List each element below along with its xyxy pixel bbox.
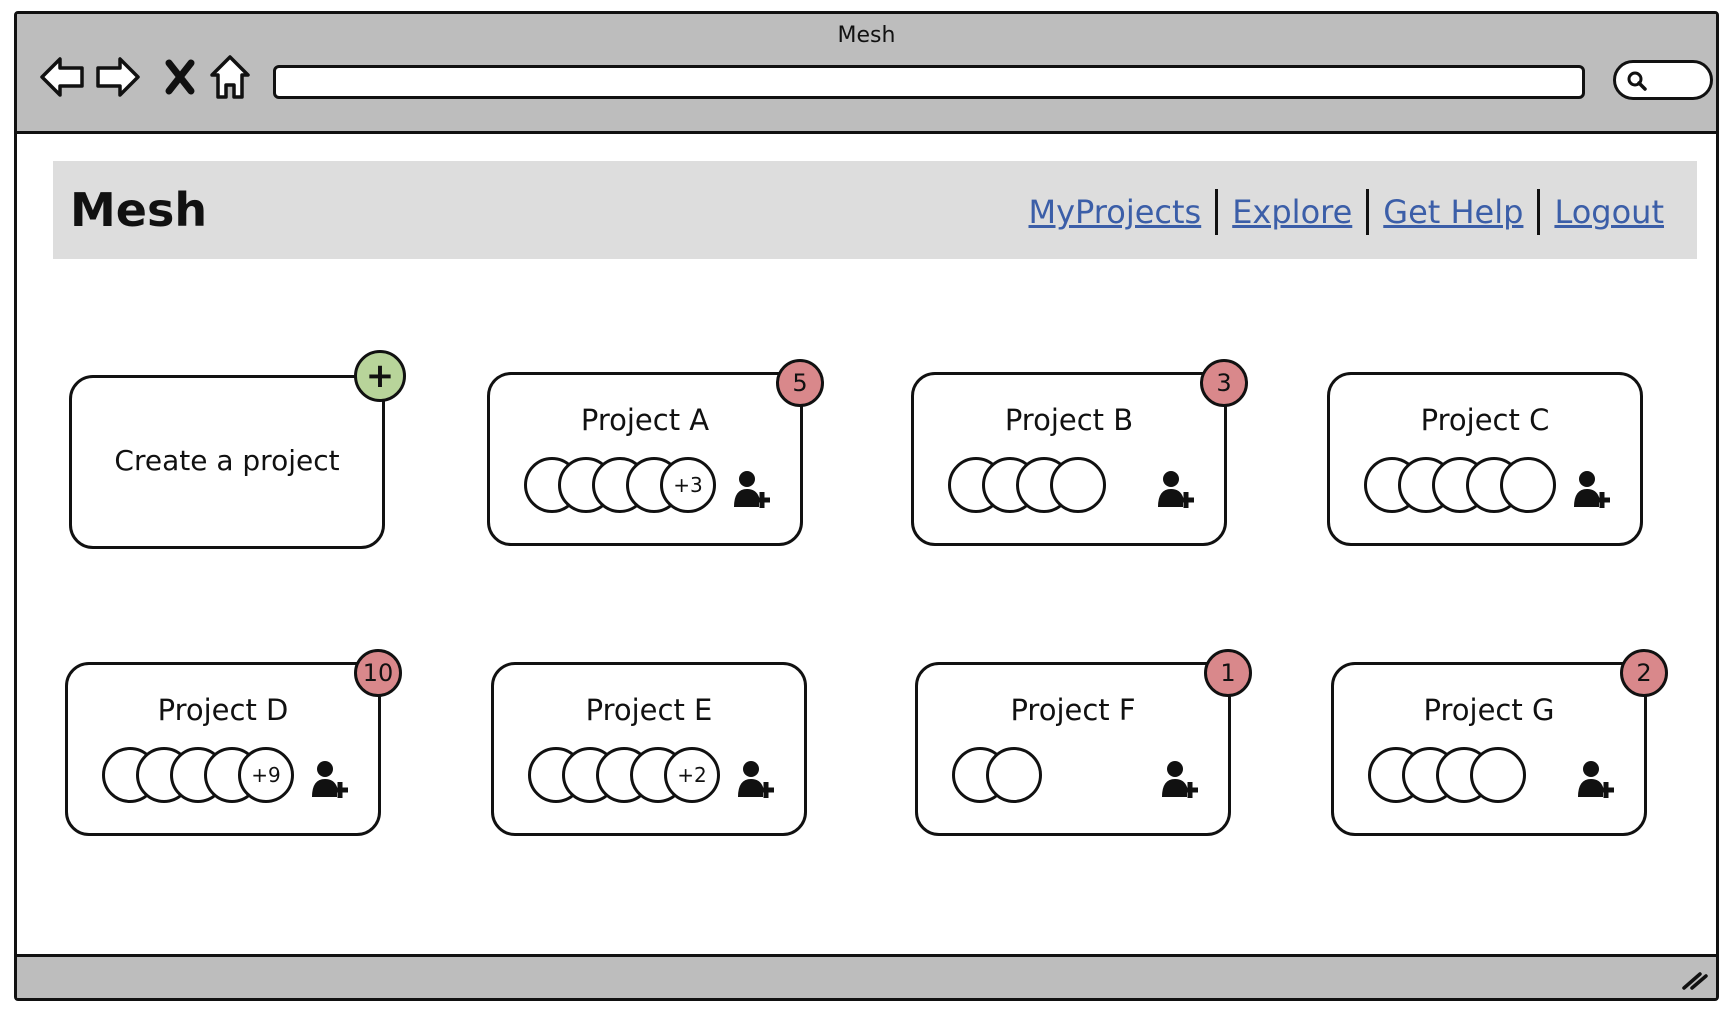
window-title: Mesh	[837, 23, 896, 48]
brand-title: Mesh	[70, 183, 208, 237]
member-avatars: +9	[102, 747, 302, 807]
app-header: Mesh MyProjects Explore Get Help Logout	[53, 161, 1697, 259]
project-title: Project B	[1004, 403, 1134, 437]
nav-link-explore[interactable]: Explore	[1232, 193, 1353, 231]
project-card[interactable]: Project E +2	[491, 662, 807, 836]
avatar	[986, 747, 1042, 803]
stop-icon[interactable]	[153, 50, 207, 104]
nav-separator	[1215, 189, 1219, 235]
add-user-icon[interactable]	[1576, 759, 1620, 799]
plus-icon[interactable]: +	[354, 350, 406, 402]
notification-badge: 1	[1204, 649, 1252, 697]
add-user-icon[interactable]	[736, 759, 780, 799]
project-title: Project E	[585, 693, 713, 727]
notification-badge: 3	[1200, 359, 1248, 407]
project-card[interactable]: Project F 1	[915, 649, 1252, 836]
project-title: Project D	[157, 693, 289, 727]
address-bar[interactable]	[273, 65, 1585, 99]
home-icon[interactable]	[203, 50, 257, 104]
project-title: Project A	[580, 403, 710, 437]
project-card[interactable]: Project A +3 5	[487, 359, 824, 546]
project-card[interactable]: Project G 2	[1331, 649, 1668, 836]
member-avatars	[1368, 747, 1568, 807]
avatar	[1050, 457, 1106, 513]
top-nav: MyProjects Explore Get Help Logout	[1028, 189, 1664, 235]
member-avatars	[952, 747, 1152, 807]
nav-separator	[1366, 189, 1370, 235]
avatar	[1500, 457, 1556, 513]
member-avatars	[1364, 457, 1564, 517]
member-avatars: +3	[524, 457, 724, 517]
nav-link-logout[interactable]: Logout	[1554, 193, 1664, 231]
project-card[interactable]: Project C	[1327, 372, 1643, 546]
add-user-icon[interactable]	[1572, 469, 1616, 509]
project-card[interactable]: Project B 3	[911, 359, 1248, 546]
create-project-card[interactable]: Create a project +	[69, 350, 406, 549]
browser-statusbar	[17, 954, 1716, 998]
project-title: Project F	[1010, 693, 1136, 727]
resize-grip-icon[interactable]	[1680, 968, 1708, 992]
add-user-icon[interactable]	[1160, 759, 1204, 799]
member-avatars: +2	[528, 747, 728, 807]
notification-badge: 5	[776, 359, 824, 407]
add-user-icon[interactable]	[732, 469, 776, 509]
forward-arrow-icon[interactable]	[91, 50, 145, 104]
add-user-icon[interactable]	[1156, 469, 1200, 509]
browser-search-box[interactable]	[1613, 60, 1713, 100]
avatar	[1470, 747, 1526, 803]
notification-badge: 2	[1620, 649, 1668, 697]
nav-link-myprojects[interactable]: MyProjects	[1028, 193, 1202, 231]
project-card[interactable]: Project D +9 10	[65, 649, 402, 836]
create-project-label: Create a project	[114, 444, 340, 477]
avatar-overflow: +3	[660, 457, 716, 513]
avatar-overflow: +2	[664, 747, 720, 803]
nav-separator	[1537, 189, 1541, 235]
browser-window: Mesh Mesh MyProjects Explore Get Help Lo…	[14, 11, 1719, 1001]
avatar-overflow: +9	[238, 747, 294, 803]
project-title: Project G	[1423, 693, 1555, 727]
back-arrow-icon[interactable]	[35, 50, 89, 104]
add-user-icon[interactable]	[310, 759, 354, 799]
search-icon	[1627, 71, 1647, 91]
project-title: Project C	[1420, 403, 1550, 437]
browser-titlebar: Mesh	[17, 14, 1716, 134]
nav-link-get-help[interactable]: Get Help	[1383, 193, 1524, 231]
member-avatars	[948, 457, 1148, 517]
notification-badge: 10	[354, 649, 402, 697]
